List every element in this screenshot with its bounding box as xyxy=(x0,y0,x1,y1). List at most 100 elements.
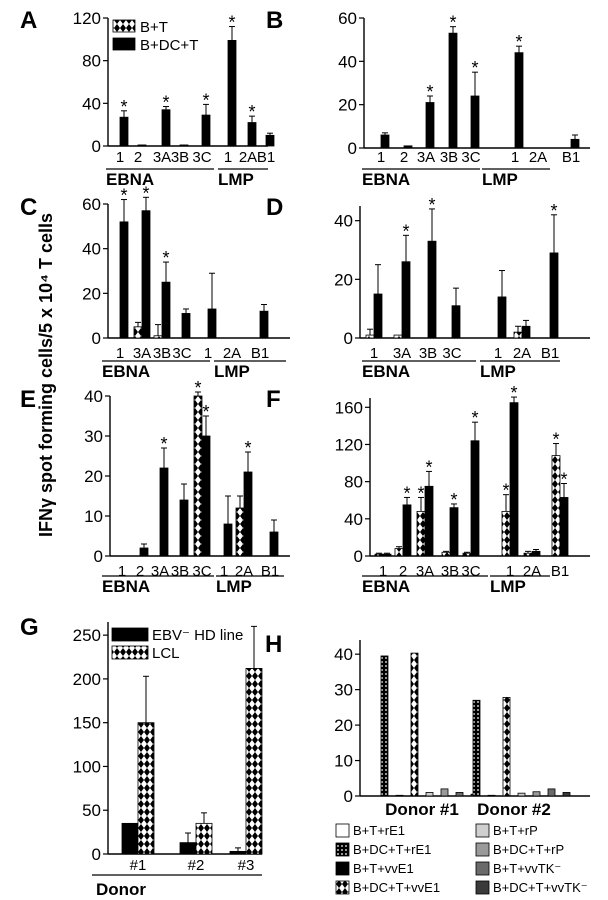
x-tick-label: 1 xyxy=(370,345,378,362)
legend-entry: B+DC+T+vvTK⁻ xyxy=(493,880,588,895)
bar xyxy=(265,134,275,147)
y-tick-label: 100 xyxy=(73,757,101,776)
y-tick-label: 40 xyxy=(338,52,357,71)
y-tick-label: 60 xyxy=(338,9,357,28)
bar xyxy=(137,722,155,855)
x-tick-label: B1 xyxy=(261,563,279,580)
x-tick-label: 2 xyxy=(399,563,407,580)
legend-swatch xyxy=(475,823,490,838)
bar xyxy=(161,109,171,147)
x-tick-label: 3B xyxy=(440,149,458,166)
bar xyxy=(403,145,413,149)
bar xyxy=(425,102,435,149)
legend: B+T+rE1 B+T+rP B+DC+T+rE1 B+DC+T+rP B+T+vvE1… xyxy=(335,823,588,895)
x-tick-label: B1 xyxy=(562,149,580,166)
bar xyxy=(133,326,143,339)
bar xyxy=(373,293,383,339)
legend-entry: B+DC+T+rP xyxy=(493,842,564,857)
bar xyxy=(247,122,257,147)
y-tick-label: 120 xyxy=(335,435,363,454)
legend-swatch xyxy=(335,823,350,838)
x-tick-label: 3A xyxy=(151,563,169,580)
y-tick-label: 200 xyxy=(73,670,101,689)
bar xyxy=(427,240,437,339)
y-tick-label: 50 xyxy=(82,801,101,820)
panel-letter: G xyxy=(20,614,39,641)
legend-entry: LCL xyxy=(152,645,180,662)
bar xyxy=(139,547,149,557)
y-tick-label: 0 xyxy=(94,547,103,566)
significance-star: * xyxy=(403,483,410,503)
significance-star: * xyxy=(550,201,557,221)
legend-entry: B+T+vvE1 xyxy=(353,861,414,876)
bar xyxy=(380,655,389,797)
x-tick-label: 1 xyxy=(377,149,385,166)
group-label: LMP xyxy=(480,362,516,381)
bar xyxy=(245,668,263,855)
y-tick-label: 250 xyxy=(73,626,101,645)
y-tick-label: 40 xyxy=(82,94,101,113)
significance-star: * xyxy=(202,402,209,422)
legend-swatch xyxy=(475,842,490,857)
bar xyxy=(119,221,129,339)
bar xyxy=(365,334,375,339)
group-label: LMP xyxy=(216,577,252,596)
group-label: LMP xyxy=(482,170,518,189)
x-tick-label: 1 xyxy=(511,149,519,166)
bar xyxy=(402,504,412,557)
group-label: LMP xyxy=(218,170,254,189)
y-tick-label: 10 xyxy=(84,507,103,526)
group-label: EBNA xyxy=(106,170,154,189)
y-tick-label: 80 xyxy=(82,52,101,71)
legend-swatch xyxy=(335,842,350,857)
x-tick-label: #2 xyxy=(188,857,205,874)
legend-entry: B+DC+T xyxy=(140,37,198,54)
bar xyxy=(547,788,556,797)
y-tick-label: 20 xyxy=(338,96,357,115)
x-tick-label: 3B xyxy=(441,563,459,580)
legend-entry: B+T xyxy=(140,19,168,36)
legend-entry: B+DC+T+rE1 xyxy=(353,842,431,857)
bar xyxy=(153,335,163,339)
significance-star: * xyxy=(120,186,127,206)
x-tick-label: 3C xyxy=(461,563,480,580)
bar xyxy=(440,788,449,797)
group-label: EBNA xyxy=(362,170,410,189)
x-tick-label: 3B xyxy=(153,345,171,362)
y-tick-label: 30 xyxy=(334,681,353,700)
panel-c: C 0 20 40 60 * 1 * 3A * 3B 3C 1 2A B1 EBNA LMP xyxy=(20,183,290,381)
x-tick-label: 2A xyxy=(513,345,531,362)
x-tick-label: 1 xyxy=(118,563,126,580)
x-tick-label: 3C xyxy=(461,149,480,166)
panel-g: G 0 50 100 150 200 250 #1 #2 #3 Donor EBV⁻ HD lineL… xyxy=(20,614,263,899)
bar xyxy=(551,455,561,557)
x-tick-label: 3B xyxy=(171,563,189,580)
bar xyxy=(451,305,461,339)
bar xyxy=(448,32,458,149)
bar xyxy=(179,144,189,147)
significance-star: * xyxy=(471,408,478,428)
bar xyxy=(179,842,197,855)
legend-swatch xyxy=(475,861,490,876)
legend-swatch xyxy=(111,627,149,642)
group-label: LMP xyxy=(214,362,250,381)
group-label: EBNA xyxy=(102,362,150,381)
significance-star: * xyxy=(552,430,559,450)
panel-letter: F xyxy=(266,386,281,413)
x-tick-label: 2A xyxy=(239,149,257,166)
x-tick-label: 2 xyxy=(136,563,144,580)
y-tick-label: 40 xyxy=(82,240,101,259)
legend-swatch xyxy=(111,645,149,660)
bar xyxy=(559,497,569,557)
bar xyxy=(425,792,434,797)
bar xyxy=(195,822,213,855)
legend-entry: B+T+rE1 xyxy=(353,823,405,838)
y-tick-label: 0 xyxy=(92,137,101,156)
y-tick-label: 20 xyxy=(334,716,353,735)
significance-star: * xyxy=(202,90,209,110)
significance-star: * xyxy=(426,82,433,102)
bar xyxy=(470,440,480,557)
